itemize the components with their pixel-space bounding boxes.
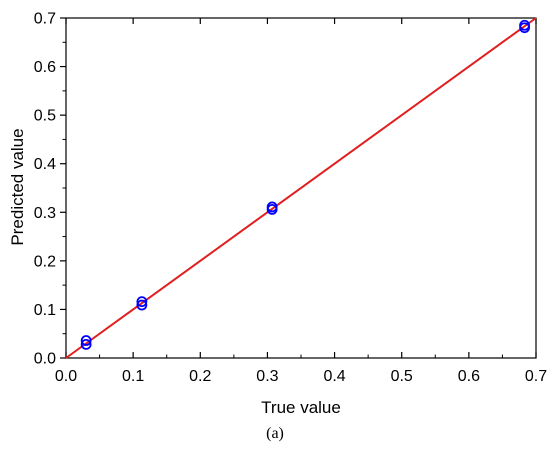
x-tick-label: 0.1 <box>122 368 144 385</box>
x-axis-title: True value <box>261 398 341 417</box>
scatter-chart: 0.0 0.1 0.2 0.3 0.4 0.5 0.6 0.7 0.0 0.1 0.2 0.3 0.4 0… <box>8 11 547 418</box>
y-tick-label: 0.5 <box>34 108 56 125</box>
x-tick-label: 0.7 <box>525 368 547 385</box>
y-tick-label: 0.4 <box>34 156 56 173</box>
y-tick-label: 0.6 <box>34 59 56 76</box>
y-tick-label: 0.3 <box>34 205 56 222</box>
data-point <box>266 203 278 215</box>
data-point <box>136 296 148 308</box>
data-point <box>80 335 92 346</box>
y-tick-label: 0.0 <box>34 351 56 368</box>
y-axis-title: Predicted value <box>8 128 27 245</box>
y-tick-label: 0.7 <box>34 11 56 28</box>
reference-line <box>65 17 537 359</box>
x-tick-label: 0.0 <box>55 368 77 385</box>
data-point <box>80 338 92 350</box>
data-point <box>519 22 530 34</box>
x-tick-label: 0.6 <box>458 368 480 385</box>
y-tick-label: 0.2 <box>34 253 56 270</box>
x-tick-label: 0.4 <box>323 368 345 385</box>
x-tick-label: 0.5 <box>391 368 413 385</box>
x-tick-label: 0.2 <box>189 368 211 385</box>
figure-caption: (a) <box>266 425 284 442</box>
y-tick-label: 0.1 <box>34 302 56 319</box>
x-tick-label: 0.3 <box>256 368 278 385</box>
data-point <box>136 299 148 311</box>
